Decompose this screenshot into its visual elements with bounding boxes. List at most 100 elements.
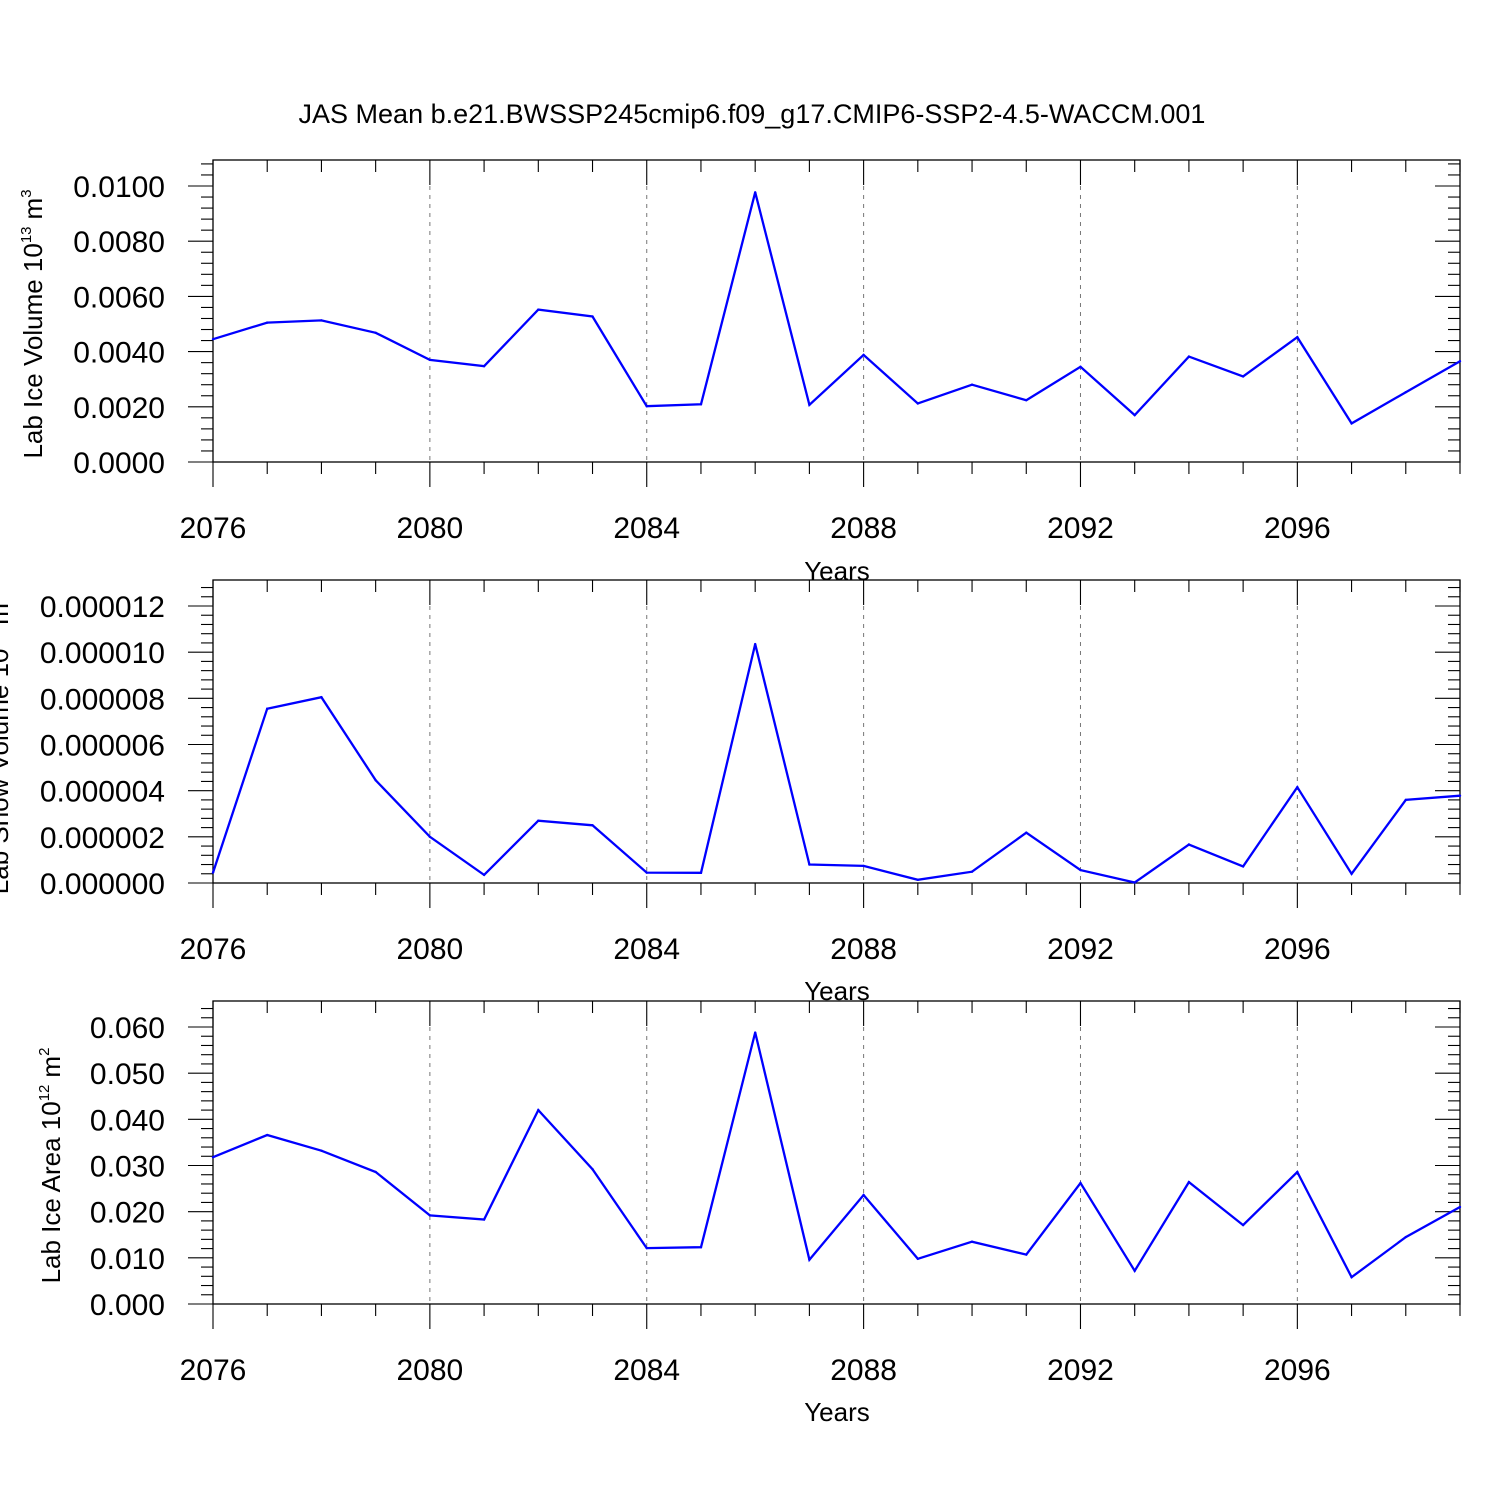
data-point-lab-snow-volume-2090 — [970, 870, 974, 873]
plot-frame-lab-ice-volume — [212, 159, 1461, 463]
x-tick-label-lab-ice-area: 2088 — [830, 1354, 897, 1387]
x-tick-label-lab-ice-volume: 2080 — [396, 512, 463, 545]
data-point-lab-ice-area-2099 — [1458, 1205, 1462, 1209]
x-tick-label-lab-snow-volume: 2088 — [830, 933, 897, 966]
data-point-lab-ice-volume-2076 — [211, 337, 215, 341]
data-point-lab-ice-area-2076 — [211, 1155, 215, 1159]
data-point-lab-ice-volume-2083 — [591, 315, 594, 318]
data-point-lab-ice-area-2090 — [970, 1240, 974, 1243]
y-tick-label-lab-snow-volume: 0.000008 — [40, 683, 165, 716]
data-point-lab-snow-volume-2097 — [1350, 872, 1353, 875]
y-tick-label-lab-ice-area: 0.030 — [90, 1151, 165, 1184]
panels: 2076 2080 2084 2088 2092 2096 0.0000 0.0020 0.00… — [0, 159, 1462, 1427]
data-point-lab-snow-volume-2092 — [1079, 868, 1082, 872]
plot-frame-lab-snow-volume — [212, 579, 1461, 884]
data-point-lab-snow-volume-2078 — [320, 695, 323, 699]
x-tick-label-lab-ice-area: 2080 — [396, 1354, 463, 1387]
data-point-lab-ice-volume-2078 — [320, 319, 323, 322]
y-tick-label-lab-snow-volume: 0.000000 — [40, 868, 165, 901]
x-tick-label-lab-snow-volume: 2076 — [180, 933, 247, 966]
series-line-lab-snow-volume — [211, 643, 1461, 884]
data-point-lab-ice-volume-2098 — [1404, 390, 1407, 394]
x-tick-label-lab-snow-volume: 2092 — [1047, 933, 1114, 966]
series-line-lab-ice-area — [212, 1032, 1461, 1279]
data-point-lab-ice-volume-2094 — [1187, 355, 1191, 358]
x-tick-label-lab-ice-volume: 2084 — [613, 512, 680, 545]
data-point-lab-snow-volume-2096 — [1296, 786, 1299, 789]
data-point-lab-ice-area-2089 — [916, 1257, 920, 1260]
y-tick-label-lab-snow-volume: 0.000010 — [40, 637, 165, 670]
y-tick-label-lab-ice-volume: 0.0100 — [73, 171, 165, 204]
y-tick-label-lab-ice-area: 0.000 — [90, 1289, 165, 1322]
panel-lab-ice-area: 2076 2080 2084 2088 2092 2096 0.000 0.010 0.020 0… — [36, 1000, 1462, 1427]
y-axis-label-part: 10 — [0, 648, 14, 677]
y-tick-label-lab-ice-volume: 0.0020 — [73, 392, 165, 425]
x-tick-label-lab-snow-volume: 2096 — [1264, 933, 1331, 966]
y-axis-label-part: 3 — [18, 189, 35, 197]
y-axis-label-part: Lab Snow Volume — [0, 677, 14, 894]
data-point-lab-snow-volume-2082 — [537, 819, 540, 822]
data-point-lab-ice-area-2096 — [1296, 1170, 1299, 1174]
data-point-lab-ice-area-2098 — [1404, 1235, 1407, 1239]
series-line-lab-ice-volume — [212, 192, 1461, 425]
data-point-lab-snow-volume-2094 — [1187, 843, 1191, 846]
data-point-lab-ice-area-2078 — [320, 1149, 323, 1152]
y-tick-label-lab-ice-area: 0.010 — [90, 1243, 165, 1276]
y-axis-label-part: 13 — [0, 632, 1, 649]
data-point-lab-ice-volume-2089 — [916, 402, 920, 405]
x-tick-label-lab-ice-area: 2096 — [1264, 1354, 1331, 1387]
y-tick-label-lab-ice-area: 0.050 — [90, 1058, 165, 1091]
data-point-lab-ice-volume-2099 — [1458, 360, 1462, 363]
data-point-lab-ice-area-2083 — [591, 1167, 594, 1171]
data-point-lab-snow-volume-2091 — [1025, 831, 1028, 834]
data-point-lab-ice-area-2091 — [1025, 1253, 1028, 1256]
y-axis-label-part: 10 — [36, 1101, 66, 1130]
y-axis-label-part: m — [36, 1056, 66, 1078]
data-point-lab-ice-volume-2093 — [1133, 413, 1136, 417]
y-axis-label-lab-ice-area: Lab Ice Area 1012 m2 — [36, 1048, 66, 1284]
plot-frame-lab-ice-area — [212, 1000, 1461, 1305]
y-axis-label-part: 3 — [0, 595, 1, 603]
x-tick-label-lab-snow-volume: 2080 — [396, 933, 463, 966]
x-tick-label-lab-ice-volume: 2096 — [1264, 512, 1331, 545]
y-tick-label-lab-ice-volume: 0.0080 — [73, 226, 165, 259]
data-point-lab-ice-volume-2082 — [537, 308, 540, 311]
y-axis-label-part: 13 — [18, 226, 35, 243]
y-axis-label-part: m — [0, 603, 14, 625]
y-tick-label-lab-ice-area: 0.020 — [90, 1197, 165, 1230]
data-point-lab-snow-volume-2093 — [1133, 881, 1136, 884]
y-tick-label-lab-snow-volume: 0.000004 — [40, 776, 165, 809]
data-point-lab-snow-volume-2081 — [482, 873, 486, 877]
data-point-lab-ice-area-2077 — [266, 1133, 269, 1137]
data-point-lab-ice-area-2085 — [699, 1246, 703, 1249]
data-point-lab-ice-area-2082 — [537, 1108, 540, 1112]
y-axis-label-lab-ice-volume: Lab Ice Volume 1013 m3 — [18, 189, 48, 458]
data-point-lab-ice-volume-2086 — [753, 191, 757, 194]
data-point-lab-snow-volume-2087 — [808, 863, 811, 866]
data-point-lab-ice-area-2084 — [645, 1246, 648, 1250]
y-axis-label-part: 12 — [36, 1085, 53, 1102]
x-axis-label-lab-ice-volume: Years — [804, 556, 870, 586]
x-tick-label-lab-ice-volume: 2092 — [1047, 512, 1114, 545]
data-point-lab-snow-volume-2077 — [266, 707, 269, 710]
data-point-lab-ice-area-2081 — [482, 1218, 486, 1221]
data-point-lab-snow-volume-2099 — [1458, 794, 1462, 797]
data-point-lab-ice-volume-2096 — [1296, 336, 1299, 339]
data-point-lab-ice-area-2088 — [862, 1193, 865, 1197]
x-tick-label-lab-ice-area: 2092 — [1047, 1354, 1114, 1387]
data-point-lab-ice-area-2094 — [1187, 1180, 1191, 1184]
panel-lab-snow-volume: 2076 2080 2084 2088 2092 2096 0.000000 0.000002… — [0, 579, 1462, 1006]
data-point-lab-snow-volume-2095 — [1241, 865, 1245, 868]
data-point-lab-ice-area-2097 — [1350, 1276, 1353, 1279]
data-point-lab-ice-volume-2080 — [428, 358, 432, 362]
data-point-lab-ice-volume-2097 — [1350, 422, 1353, 425]
y-tick-label-lab-snow-volume: 0.000006 — [40, 730, 165, 763]
data-point-lab-ice-area-2095 — [1241, 1223, 1245, 1227]
data-point-lab-ice-volume-2095 — [1241, 375, 1245, 378]
y-axis-label-part: Lab Ice Volume — [18, 272, 48, 458]
data-point-lab-snow-volume-2086 — [753, 642, 757, 646]
data-point-lab-snow-volume-2089 — [916, 878, 920, 881]
data-point-lab-ice-volume-2079 — [374, 331, 377, 335]
y-axis-label-lab-snow-volume: Lab Snow Volume 1013 m3 — [0, 595, 14, 894]
